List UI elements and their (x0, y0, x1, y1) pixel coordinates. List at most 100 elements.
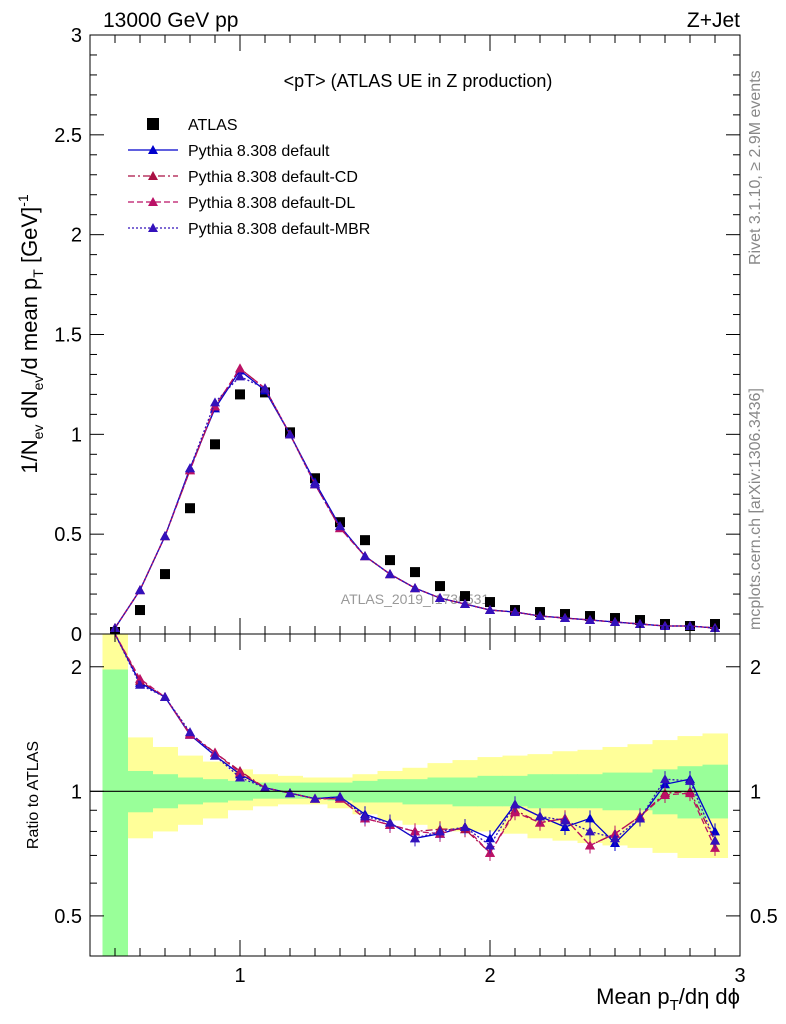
rivet-label: Rivet 3.1.10, ≥ 2.9M events (747, 70, 764, 265)
mc-data-point (135, 585, 145, 595)
ratio-data-point (535, 811, 545, 821)
mc-data-point (335, 521, 345, 531)
legend-label: Pythia 8.308 default (188, 143, 330, 160)
ratio-data-point (310, 793, 320, 803)
stat-band-bin (227, 780, 253, 801)
atlas-data-point (435, 581, 445, 592)
legend-marker-triangle (148, 197, 158, 206)
atlas-data-point (235, 389, 245, 400)
ratio-data-point (585, 813, 595, 823)
atlas-data-point (485, 597, 495, 608)
mc-data-point (485, 605, 495, 615)
ratio-data-point (385, 817, 395, 827)
mc-data-point (160, 531, 170, 541)
ratio-data-point (360, 811, 370, 821)
ratio-y-tick-label: 0.5 (54, 906, 82, 928)
mc-data-point (260, 383, 270, 393)
atlas-data-point (185, 503, 195, 514)
y-tick-label: 1.5 (54, 325, 82, 347)
atlas-data-point (460, 591, 470, 602)
legend-label: ATLAS (188, 117, 238, 134)
ratio-data-point (685, 788, 695, 798)
y-tick-label: 0.5 (54, 524, 82, 546)
atlas-data-point (210, 439, 220, 450)
y-tick-label: 0 (71, 624, 82, 646)
mc-data-point (635, 619, 645, 629)
ratio-data-point (335, 791, 345, 801)
legend-marker-triangle (148, 145, 158, 154)
y-tick-label: 2.5 (54, 125, 82, 147)
mc-data-point (185, 463, 195, 473)
y-axis-label-ratio: Ratio to ATLAS (25, 741, 42, 849)
ratio-data-point (710, 826, 720, 836)
mc-data-point (410, 583, 420, 593)
mc-data-point (610, 617, 620, 627)
main-panel: 0 0.5 1 1.5 2 2.5 3 <pT> (ATLAS UE in Z produc… (15, 25, 741, 646)
stat-band-bin (302, 782, 328, 799)
ratio-y-ticks: 0.5 0.5 1 1 2 2 (54, 657, 778, 957)
ratio-y-tick-label: 1 (71, 781, 82, 803)
ratio-data-point (710, 835, 720, 845)
ratio-data-point (660, 789, 670, 799)
mc-data-point (460, 599, 470, 609)
atlas-data-point (410, 567, 420, 578)
ratio-data-point (460, 821, 470, 831)
mc-data-point (660, 621, 670, 631)
mcplots-label: mcplots.cern.ch [arXiv:1306.3436] (747, 388, 764, 630)
mc-data-point (435, 593, 445, 603)
mc-data-point (235, 371, 245, 381)
ratio-data-point (260, 782, 270, 792)
ratio-data-point (685, 775, 695, 785)
ratio-data-point (210, 750, 220, 760)
mc-data-point (235, 363, 245, 373)
process-label: Z+Jet (687, 9, 740, 32)
main-y-ticks: 0 0.5 1 1.5 2 2.5 3 (54, 25, 740, 646)
main-series-layer (110, 363, 720, 638)
ratio-y-tick-label-right: 1 (750, 781, 761, 803)
legend: ATLAS Pythia 8.308 default Pythia 8.308 de… (128, 117, 370, 238)
legend-label: Pythia 8.308 default-CD (188, 169, 358, 186)
atlas-data-point (135, 605, 145, 616)
ratio-y-tick-label: 2 (71, 657, 82, 679)
mc-data-point (510, 607, 520, 617)
ratio-data-point (135, 673, 145, 683)
ratio-data-point (660, 774, 670, 784)
ratio-data-point (160, 692, 170, 702)
atlas-data-point (160, 569, 170, 580)
ratio-data-point (485, 840, 495, 850)
y-tick-label: 3 (71, 25, 82, 47)
mc-data-point (360, 551, 370, 561)
x-tick-label: 2 (484, 965, 495, 987)
x-tick-label: 3 (734, 965, 745, 987)
ratio-data-point (135, 679, 145, 689)
ratio-data-point (410, 833, 420, 843)
energy-label: 13000 GeV pp (103, 9, 238, 32)
y-tick-label: 1 (71, 424, 82, 446)
y-axis-label-main: 1/Nev dNev/d mean pT [GeV]-1 (15, 194, 46, 474)
ratio-y-tick-label-right: 2 (750, 657, 761, 679)
ratio-data-point (510, 799, 520, 809)
atlas-data-point (385, 555, 395, 566)
ratio-data-point (235, 772, 245, 782)
mc-data-point (285, 429, 295, 439)
ratio-data-point (235, 767, 245, 777)
ratio-data-point (610, 833, 620, 843)
ratio-data-point (585, 840, 595, 850)
mc-data-point (560, 613, 570, 623)
mc-data-point (685, 621, 695, 631)
mc-data-point (585, 615, 595, 625)
mc-data-point (310, 479, 320, 489)
ratio-series-layer (114, 633, 720, 861)
stat-band-bin (102, 669, 128, 956)
ratio-bands (102, 634, 728, 956)
x-ticks: 1 2 3 (89, 35, 746, 987)
ratio-y-tick-label-right: 0.5 (750, 906, 778, 928)
legend-label: Pythia 8.308 default-DL (188, 195, 355, 212)
x-axis-label: Mean pT/dη dϕ (596, 984, 740, 1014)
x-tick-label: 1 (234, 965, 245, 987)
legend-marker-triangle (148, 171, 158, 180)
ratio-data-point (285, 788, 295, 798)
watermark: ATLAS_2019_I1736531 (341, 591, 490, 607)
atlas-data-point (360, 535, 370, 546)
